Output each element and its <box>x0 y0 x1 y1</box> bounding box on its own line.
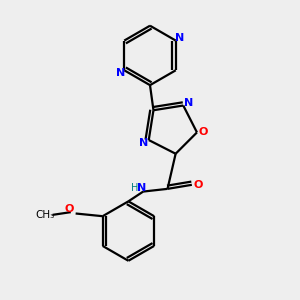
Text: O: O <box>65 204 74 214</box>
Text: N: N <box>116 68 125 78</box>
Text: N: N <box>175 33 184 43</box>
Text: H: H <box>131 182 139 193</box>
Text: O: O <box>198 128 208 137</box>
Text: N: N <box>137 182 146 193</box>
Text: CH₃: CH₃ <box>35 210 54 220</box>
Text: N: N <box>139 138 148 148</box>
Text: N: N <box>184 98 193 108</box>
Text: O: O <box>194 180 203 190</box>
